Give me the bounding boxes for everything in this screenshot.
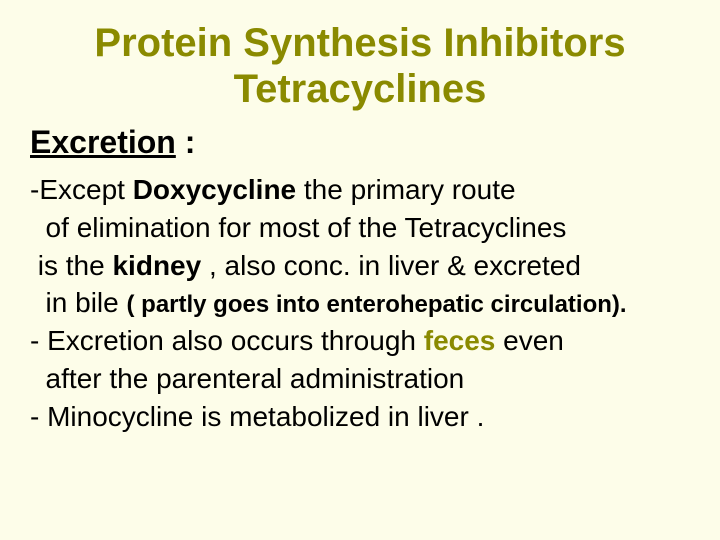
body-line-5: - Excretion also occurs through feces ev… xyxy=(30,322,690,360)
subheading-colon: : xyxy=(176,124,196,160)
slide-title: Protein Synthesis Inhibitors Tetracyclin… xyxy=(30,20,690,112)
body-line-1a: -Except xyxy=(30,174,133,205)
body-line-1: -Except Doxycycline the primary route xyxy=(30,171,690,209)
body-line-4b: ( partly goes into enterohepatic circula… xyxy=(127,291,627,318)
body-line-7: - Minocycline is metabolized in liver . xyxy=(30,398,690,436)
title-line-2: Tetracyclines xyxy=(234,67,487,111)
body-line-5a: - Excretion also occurs through xyxy=(30,325,424,356)
body-line-4a: in bile xyxy=(30,287,127,318)
body-line-5b: feces xyxy=(424,325,496,356)
title-line-1: Protein Synthesis Inhibitors xyxy=(94,21,625,65)
body-line-5c: even xyxy=(495,325,564,356)
body-line-4: in bile ( partly goes into enterohepatic… xyxy=(30,284,690,322)
body-line-6: after the parenteral administration xyxy=(30,360,690,398)
body-line-2: of elimination for most of the Tetracycl… xyxy=(30,209,690,247)
body-line-3a: is the xyxy=(30,250,112,281)
body-line-1c: the primary route xyxy=(296,174,515,205)
body-line-3: is the kidney , also conc. in liver & ex… xyxy=(30,247,690,285)
body-line-3b: kidney xyxy=(112,250,201,281)
body-text: -Except Doxycycline the primary route of… xyxy=(30,171,690,436)
body-line-3c: , also conc. in liver & excreted xyxy=(201,250,581,281)
subheading-underlined: Excretion xyxy=(30,124,176,160)
subheading: Excretion : xyxy=(30,124,690,161)
body-line-1b: Doxycycline xyxy=(133,174,296,205)
